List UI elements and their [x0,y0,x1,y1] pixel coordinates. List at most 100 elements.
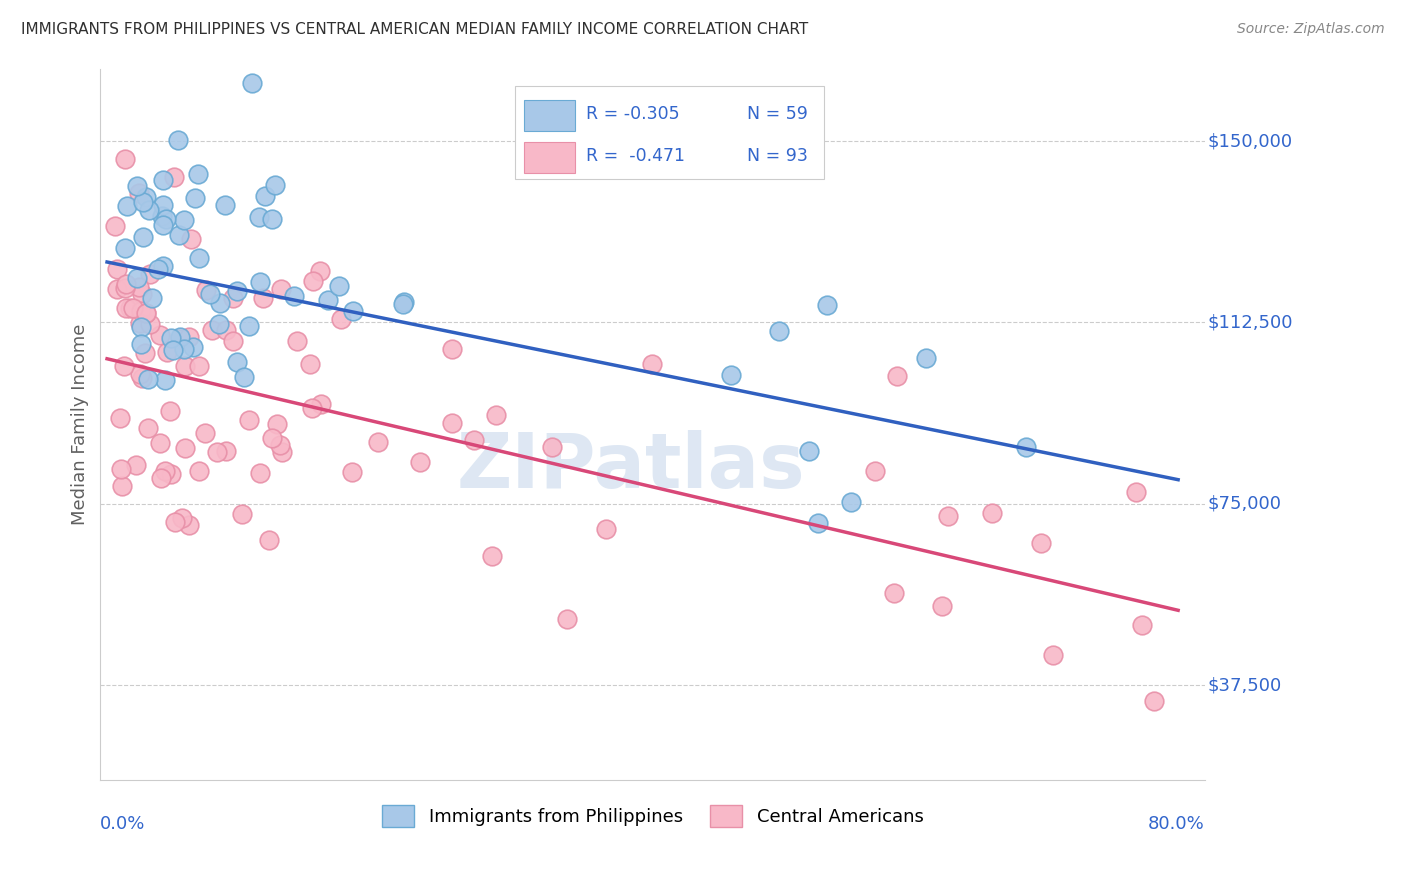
Point [114,301,136,315]
Point [114,281,136,295]
Point [188,251,211,265]
Text: Source: ZipAtlas.com: Source: ZipAtlas.com [1237,22,1385,37]
Point [283,289,305,303]
FancyBboxPatch shape [524,142,575,173]
Point [839,495,862,509]
Point [1042,648,1064,662]
Point [125,270,148,285]
Point [183,340,205,354]
Point [128,279,150,293]
Point [194,426,217,441]
Text: R = -0.305: R = -0.305 [586,104,681,122]
Text: 0.0%: 0.0% [100,815,146,833]
Point [328,278,350,293]
Point [129,316,152,330]
Point [131,287,153,301]
Point [122,301,145,315]
Point [159,403,181,417]
Point [936,509,959,524]
Point [1031,536,1053,550]
Point [253,189,276,203]
Point [316,293,339,307]
Point [214,198,236,212]
Point [240,76,263,90]
Point [914,351,936,366]
Point [153,464,176,478]
Point [252,291,274,305]
Point [127,178,149,193]
Point [260,212,283,227]
Point [132,194,155,209]
Point [269,438,291,452]
Point [238,413,260,427]
Point [105,262,128,277]
Point [299,357,322,371]
Point [367,435,389,450]
Point [260,432,283,446]
Point [188,464,211,478]
Point [226,355,249,369]
Point [1014,440,1036,454]
FancyBboxPatch shape [515,87,824,178]
Point [931,599,953,613]
Text: N = 59: N = 59 [747,104,807,122]
Point [163,515,186,529]
Point [135,190,157,204]
Point [173,441,195,455]
Point [215,323,238,337]
Point [149,327,172,342]
Point [249,275,271,289]
Point [167,227,190,242]
Point [152,259,174,273]
Point [153,373,176,387]
Point [799,444,821,458]
Point [152,198,174,212]
Point [174,359,197,374]
Point [270,282,292,296]
Point [485,408,508,422]
Point [883,585,905,599]
Text: $75,000: $75,000 [1208,495,1281,513]
Point [441,343,464,357]
Point [264,178,287,192]
Point [120,301,142,316]
Point [114,241,136,255]
Point [309,397,332,411]
Point [342,304,364,318]
Point [110,462,132,476]
Point [188,359,211,374]
Point [231,507,253,521]
Point [222,334,245,348]
Point [1143,694,1166,708]
Point [110,410,132,425]
Point [207,318,229,332]
Point [167,133,190,147]
Text: 80.0%: 80.0% [1149,815,1205,833]
Point [169,332,191,346]
Point [129,367,152,381]
Point [201,323,224,337]
Text: $150,000: $150,000 [1208,132,1292,150]
Legend: Immigrants from Philippines, Central Americans: Immigrants from Philippines, Central Ame… [374,798,931,835]
Point [863,464,886,478]
Point [247,211,270,225]
Point [135,306,157,320]
Point [329,312,352,326]
Point [886,369,908,384]
Point [148,262,170,277]
Point [233,370,256,384]
Y-axis label: Median Family Income: Median Family Income [72,324,89,524]
Point [180,232,202,246]
Point [541,440,564,454]
Point [136,372,159,386]
Point [114,152,136,166]
Point [214,443,236,458]
Point [980,506,1002,520]
Point [720,368,742,383]
Point [115,199,138,213]
Point [815,298,838,312]
Point [129,304,152,318]
Point [340,465,363,479]
Point [266,417,288,432]
Point [555,612,578,626]
